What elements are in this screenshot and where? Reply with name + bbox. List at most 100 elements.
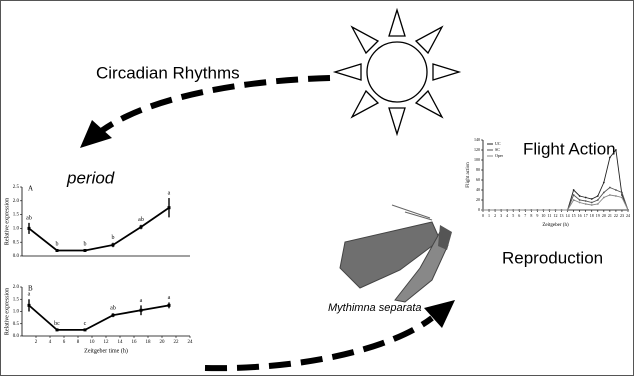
y-tick-label: 40 <box>476 187 480 192</box>
point <box>572 194 575 196</box>
y-tick-label: 2.5 <box>13 185 20 190</box>
point <box>615 149 617 151</box>
point <box>578 201 581 204</box>
y-tick-label: 0.0 <box>13 254 20 259</box>
point <box>500 209 503 211</box>
point <box>590 204 593 206</box>
point <box>596 195 599 197</box>
y-tick-label: 120 <box>474 147 480 152</box>
point <box>167 303 171 307</box>
x-tick-label: 24 <box>188 340 194 345</box>
point <box>602 196 605 199</box>
x-axis-label: Zeitgeber time (h) <box>84 347 128 354</box>
point <box>584 200 587 202</box>
x-tick-label: 5 <box>512 213 514 218</box>
x-tick-label: 18 <box>146 340 152 345</box>
point <box>554 209 557 211</box>
x-tick-label: 18 <box>590 213 594 218</box>
y-tick-label: 1.0 <box>13 310 20 315</box>
x-tick-label: 20 <box>160 340 166 345</box>
point <box>524 209 527 211</box>
point <box>572 189 575 191</box>
point <box>536 209 539 211</box>
letter-label: c <box>84 321 87 327</box>
letter-label: ab <box>110 306 116 312</box>
point <box>602 181 605 184</box>
point <box>518 209 521 211</box>
x-axis-label: Zeitgeber (h) <box>542 223 569 228</box>
point <box>596 203 599 205</box>
point <box>584 196 587 199</box>
point <box>608 194 611 196</box>
y-tick-label: 20 <box>476 197 480 202</box>
x-tick-label: 15 <box>572 213 576 218</box>
legend-label: UC <box>495 141 501 146</box>
point <box>139 308 143 312</box>
point <box>566 209 569 211</box>
y-tick-label: 100 <box>474 157 480 162</box>
x-tick-label: 2 <box>494 213 496 218</box>
point <box>627 209 629 211</box>
x-tick-label: 12 <box>554 213 558 218</box>
arrow-head <box>424 300 455 328</box>
y-axis-label: Flight action <box>466 162 471 188</box>
point <box>578 199 581 201</box>
y-tick-label: 1.0 <box>13 227 20 232</box>
x-tick-label: 14 <box>118 340 124 345</box>
x-tick-label: 16 <box>578 213 582 218</box>
data-line <box>28 206 170 252</box>
letter-label: ab <box>138 217 144 223</box>
point <box>139 225 143 229</box>
point <box>572 199 575 201</box>
point <box>590 198 593 200</box>
title-reproduction: Reproduction <box>502 248 603 267</box>
moth <box>339 204 452 303</box>
point <box>590 201 593 204</box>
point <box>548 209 551 211</box>
point <box>621 196 623 199</box>
point <box>111 243 115 247</box>
y-tick-label: 140 <box>474 137 480 142</box>
arrow-path <box>204 315 434 372</box>
point <box>55 248 59 252</box>
point <box>615 195 617 197</box>
letter-label: b <box>56 241 59 247</box>
x-tick-label: 22 <box>614 213 618 218</box>
point <box>55 328 59 332</box>
x-tick-label: 23 <box>620 213 624 218</box>
arrow-head <box>80 120 112 148</box>
x-tick-label: 22 <box>174 340 180 345</box>
point <box>608 186 611 189</box>
y-tick-label: 80 <box>476 167 480 172</box>
x-tick-label: 8 <box>530 213 532 218</box>
point <box>542 209 545 211</box>
data-line <box>28 304 170 331</box>
point <box>530 209 533 211</box>
point <box>488 209 490 211</box>
y-tick-label: 0 <box>478 207 480 212</box>
point <box>27 303 31 307</box>
y-tick-label: 2.0 <box>13 199 20 204</box>
point <box>83 248 87 252</box>
legend-label: SC <box>495 147 500 152</box>
x-tick-label: 14 <box>566 213 570 218</box>
point <box>615 189 617 191</box>
x-tick-label: 4 <box>506 213 508 218</box>
y-tick-label: 0.5 <box>13 322 20 327</box>
sun <box>332 7 462 137</box>
point <box>621 191 623 194</box>
point <box>596 199 599 201</box>
point <box>506 209 509 211</box>
y-axis-label: Relative expression <box>4 198 10 245</box>
x-tick-label: 2 <box>35 340 38 345</box>
x-tick-label: 8 <box>77 340 80 345</box>
x-tick-label: 20 <box>602 213 606 218</box>
y-tick-label: 1.5 <box>13 297 20 302</box>
point <box>584 203 587 205</box>
point <box>494 209 496 211</box>
point <box>27 226 31 230</box>
legend-label: Oper <box>495 153 504 158</box>
y-tick-label: 1.5 <box>13 213 20 218</box>
